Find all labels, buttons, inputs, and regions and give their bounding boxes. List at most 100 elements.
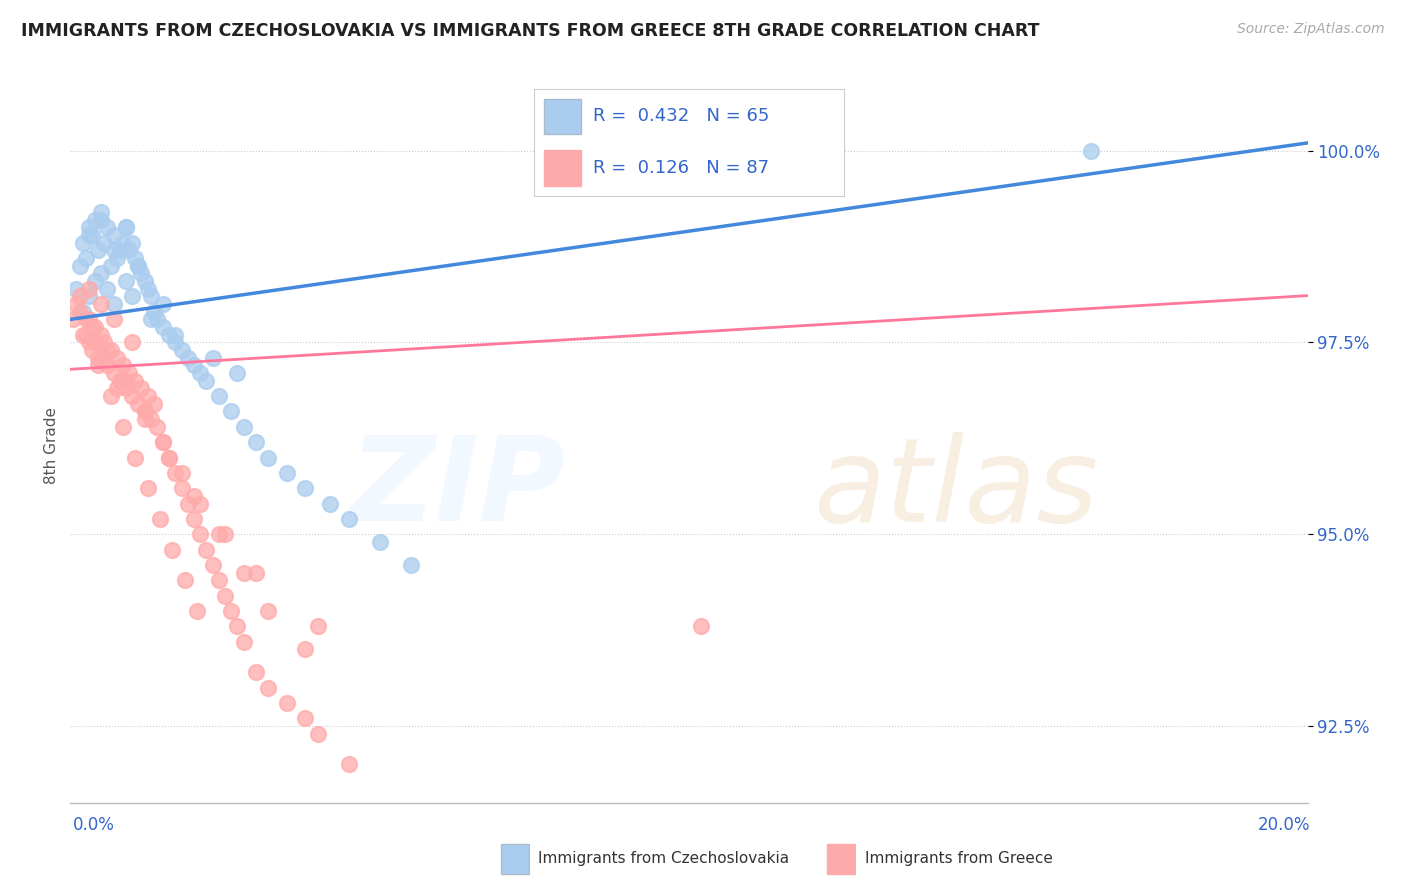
Point: [115, 220, 138, 235]
Point: [690, 619, 713, 633]
Point: [276, 696, 298, 710]
Point: [219, 604, 242, 618]
Point: [294, 642, 316, 657]
Point: [232, 566, 254, 580]
Point: [124, 251, 146, 265]
Point: [188, 366, 211, 380]
Point: [399, 558, 422, 572]
Point: [136, 282, 159, 296]
Point: [111, 419, 134, 434]
Point: [65, 297, 87, 311]
Point: [115, 220, 138, 235]
Point: [152, 435, 174, 450]
Point: [77, 289, 100, 303]
Point: [157, 450, 180, 465]
Point: [108, 374, 131, 388]
Point: [170, 481, 193, 495]
Point: [337, 512, 360, 526]
Point: [165, 466, 187, 480]
Point: [72, 235, 94, 250]
Point: [118, 244, 141, 258]
Text: R =  0.432   N = 65: R = 0.432 N = 65: [593, 108, 769, 126]
Point: [127, 259, 149, 273]
Point: [232, 419, 254, 434]
Point: [100, 259, 122, 273]
Point: [201, 558, 224, 572]
Y-axis label: 8th Grade: 8th Grade: [44, 408, 59, 484]
Point: [62, 312, 84, 326]
Point: [127, 259, 149, 273]
Point: [226, 366, 249, 380]
Point: [121, 335, 143, 350]
Point: [146, 312, 169, 326]
Point: [127, 397, 149, 411]
Point: [90, 266, 112, 280]
Point: [157, 327, 180, 342]
Point: [195, 374, 218, 388]
Bar: [544, 150, 581, 186]
Point: [124, 374, 146, 388]
Point: [69, 304, 91, 318]
Point: [183, 359, 205, 373]
Point: [162, 542, 184, 557]
Point: [75, 251, 97, 265]
Point: [84, 320, 107, 334]
Point: [90, 327, 112, 342]
Point: [152, 320, 174, 334]
Point: [105, 381, 128, 395]
Text: Source: ZipAtlas.com: Source: ZipAtlas.com: [1237, 22, 1385, 37]
Point: [170, 343, 193, 357]
Point: [201, 351, 224, 365]
Point: [108, 374, 131, 388]
Point: [183, 512, 205, 526]
Point: [105, 351, 128, 365]
Point: [93, 351, 115, 365]
Text: R =  0.126   N = 87: R = 0.126 N = 87: [593, 159, 769, 177]
Point: [77, 220, 100, 235]
Point: [173, 574, 195, 588]
Point: [115, 381, 138, 395]
Point: [307, 727, 329, 741]
Point: [134, 274, 156, 288]
Point: [157, 450, 180, 465]
Point: [96, 359, 118, 373]
Text: Immigrants from Greece: Immigrants from Greece: [865, 852, 1053, 866]
Point: [195, 542, 218, 557]
Point: [96, 282, 118, 296]
Point: [121, 289, 143, 303]
Point: [77, 335, 100, 350]
Point: [75, 312, 97, 326]
Point: [177, 497, 200, 511]
Point: [134, 412, 156, 426]
Point: [139, 412, 162, 426]
Point: [80, 320, 103, 334]
Point: [183, 489, 205, 503]
Point: [226, 619, 249, 633]
Point: [84, 335, 107, 350]
Point: [72, 304, 94, 318]
Point: [103, 244, 125, 258]
Point: [170, 466, 193, 480]
Point: [188, 527, 211, 541]
Text: IMMIGRANTS FROM CZECHOSLOVAKIA VS IMMIGRANTS FROM GREECE 8TH GRADE CORRELATION C: IMMIGRANTS FROM CZECHOSLOVAKIA VS IMMIGR…: [21, 22, 1039, 40]
Point: [208, 389, 231, 403]
Point: [84, 212, 107, 227]
Point: [134, 404, 156, 418]
Point: [232, 634, 254, 648]
Point: [257, 450, 280, 465]
Point: [87, 244, 110, 258]
Point: [208, 574, 231, 588]
Text: 0.0%: 0.0%: [73, 816, 115, 834]
Point: [103, 297, 125, 311]
Point: [177, 351, 200, 365]
Point: [69, 289, 91, 303]
Point: [214, 527, 236, 541]
Point: [103, 227, 125, 242]
Point: [115, 274, 138, 288]
Point: [103, 312, 125, 326]
Point: [80, 343, 103, 357]
Point: [90, 205, 112, 219]
Point: [105, 251, 128, 265]
Point: [96, 220, 118, 235]
Point: [77, 312, 100, 326]
